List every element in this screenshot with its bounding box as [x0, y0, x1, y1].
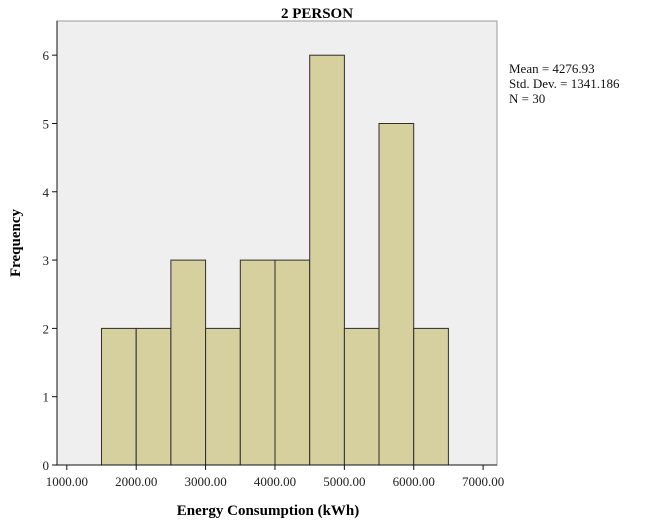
x-tick-label: 1000.00 [46, 474, 88, 489]
chart-title: 2 PERSON [281, 6, 353, 22]
x-axis-title: Energy Consumption (kWh) [177, 503, 360, 519]
y-axis-title: Frequency [8, 208, 24, 277]
histogram-bar-5 [239, 259, 276, 466]
x-tick-label: 2000.00 [115, 474, 157, 489]
y-tick-label: 1 [43, 390, 50, 405]
y-tick-label: 2 [43, 321, 50, 336]
histogram-bar-8 [343, 327, 380, 466]
stat-n: N = 30 [509, 91, 545, 106]
x-tick-label: 3000.00 [184, 474, 226, 489]
histogram-bar-10 [413, 327, 449, 466]
x-tick-label: 5000.00 [323, 474, 365, 489]
x-tick-label: 4000.00 [254, 474, 296, 489]
y-tick-label: 0 [43, 458, 50, 473]
histogram-bar-2 [135, 327, 172, 466]
histogram-bar-1 [101, 327, 137, 466]
histogram-bar-6 [274, 259, 311, 466]
y-tick-label: 4 [43, 185, 50, 200]
y-tick-label: 3 [43, 253, 50, 268]
y-tick-label: 6 [43, 48, 50, 63]
histogram-bar-3 [170, 259, 207, 466]
histogram-bar-4 [205, 327, 241, 466]
x-tick-label: 6000.00 [393, 474, 435, 489]
histogram-bar-9 [378, 123, 415, 466]
y-tick-label: 5 [43, 116, 50, 131]
histogram-bar-7 [309, 54, 345, 466]
x-tick-label: 7000.00 [462, 474, 504, 489]
stat-mean: Mean = 4276.93 [509, 61, 595, 76]
stat-std-dev: Std. Dev. = 1341.186 [509, 76, 620, 91]
